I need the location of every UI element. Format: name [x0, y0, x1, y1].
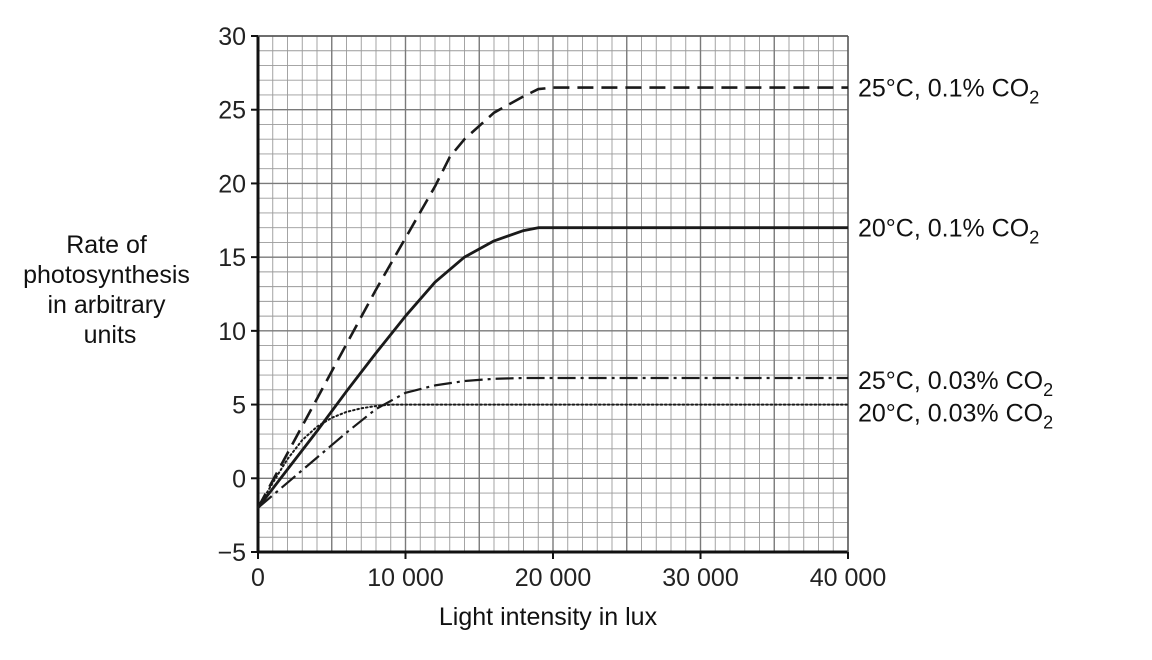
- x-tick-label: 40 000: [810, 564, 886, 592]
- y-tick-label: 20: [218, 170, 246, 198]
- series-label: 20°C, 0.1% CO2: [858, 215, 1039, 248]
- x-tick-label: 10 000: [367, 564, 443, 592]
- x-tick-label: 0: [251, 564, 265, 592]
- y-tick-label: 15: [218, 244, 246, 272]
- y-axis-title-line: photosynthesis: [23, 261, 190, 289]
- x-tick-label: 20 000: [515, 564, 591, 592]
- series-label-text: 20°C, 0.1% CO: [858, 215, 1029, 243]
- series-label: 25°C, 0.1% CO2: [858, 75, 1039, 108]
- series-line: [257, 376, 848, 509]
- series-line: [257, 403, 849, 509]
- x-axis-title: Light intensity in lux: [439, 603, 658, 631]
- y-axis-title-line: Rate of: [66, 231, 147, 259]
- axes: [251, 35, 849, 559]
- series-label-subscript: 2: [1043, 413, 1053, 433]
- y-tick-label: 0: [232, 465, 246, 493]
- y-tick-label: 25: [218, 97, 246, 125]
- series-line: [256, 86, 848, 509]
- series-label-text: 25°C, 0.03% CO: [858, 367, 1043, 395]
- y-tick-label: 30: [218, 23, 246, 51]
- series-label-subscript: 2: [1029, 88, 1039, 108]
- y-tick-label: 10: [218, 318, 246, 346]
- y-tick-label: 5: [232, 392, 246, 420]
- series-label-subscript: 2: [1043, 380, 1053, 400]
- x-tick-label: 30 000: [662, 564, 738, 592]
- series-lines: [256, 86, 849, 509]
- series-label-subscript: 2: [1029, 228, 1039, 248]
- minor-gridlines: [258, 36, 848, 552]
- series-label: 25°C, 0.03% CO2: [858, 367, 1053, 400]
- series-label-text: 25°C, 0.1% CO: [858, 75, 1029, 103]
- series-label-text: 20°C, 0.03% CO: [858, 400, 1043, 428]
- y-axis-title-line: units: [84, 321, 137, 349]
- series-label: 20°C, 0.03% CO2: [858, 400, 1053, 433]
- y-tick-label: −5: [217, 539, 246, 567]
- y-axis-title-line: in arbitrary: [47, 291, 166, 319]
- y-axis-title: Rate of photosynthesis in arbitrary unit…: [23, 231, 197, 349]
